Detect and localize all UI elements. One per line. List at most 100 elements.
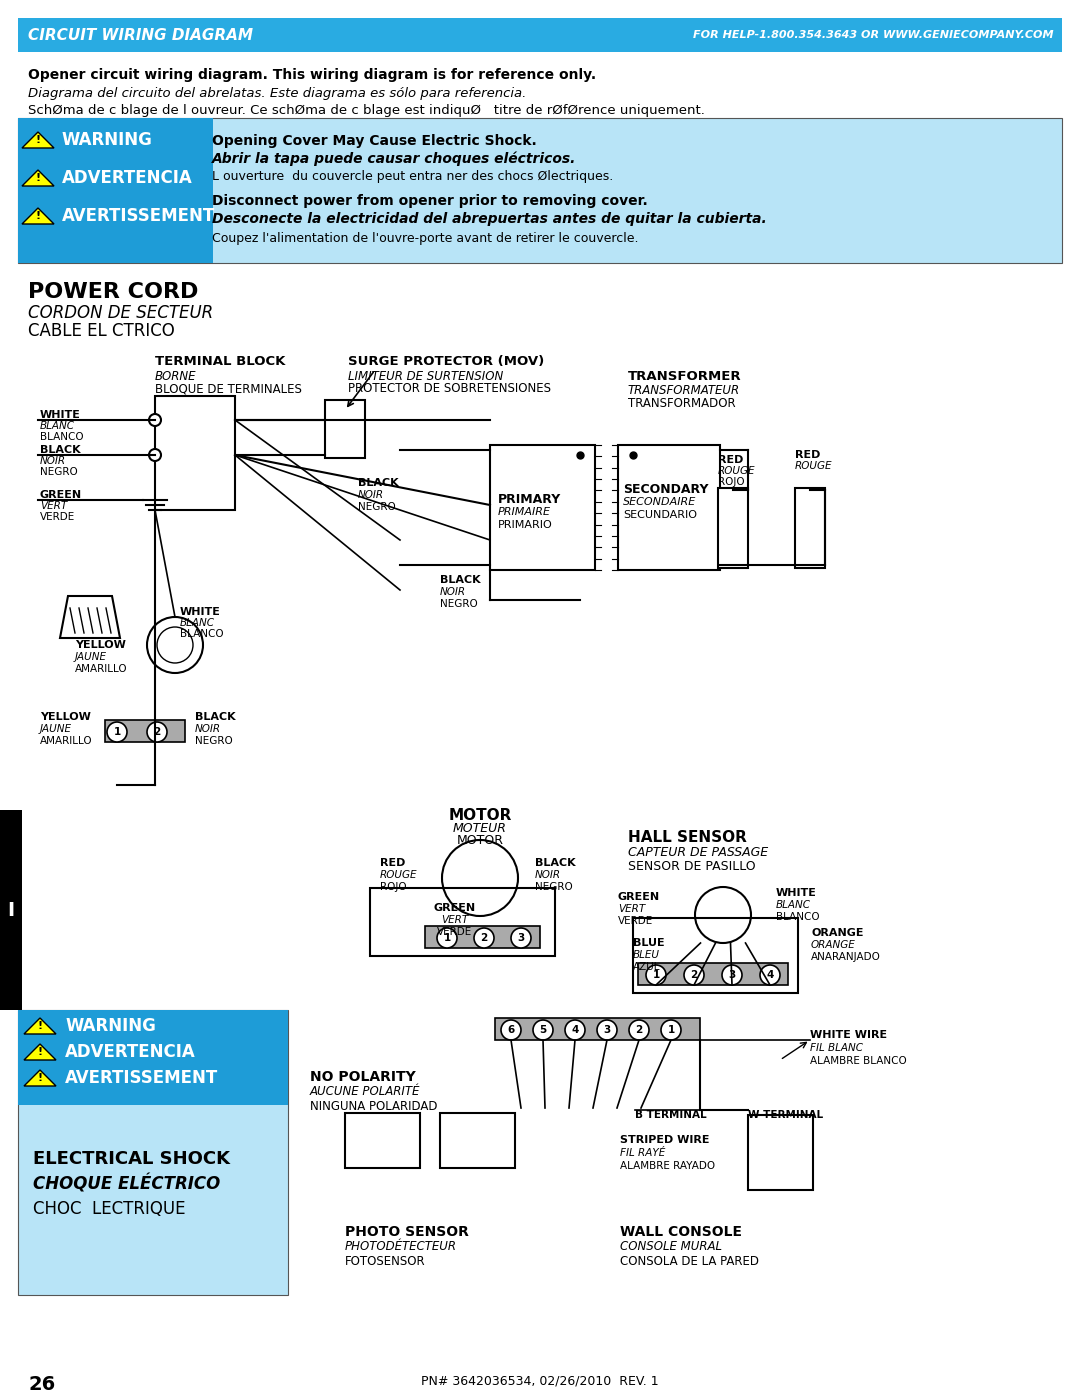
Text: AUCUNE POLARITÉ: AUCUNE POLARITÉ bbox=[310, 1085, 420, 1098]
Text: GREEN: GREEN bbox=[40, 490, 82, 500]
Text: BLACK: BLACK bbox=[440, 576, 481, 585]
Circle shape bbox=[723, 965, 742, 985]
Text: TRANSFORMATEUR: TRANSFORMATEUR bbox=[627, 384, 740, 397]
Text: NOIR: NOIR bbox=[535, 870, 562, 880]
Text: Diagrama del circuito del abrelatas. Este diagrama es sólo para referencia.: Diagrama del circuito del abrelatas. Est… bbox=[28, 87, 526, 101]
Text: BLACK: BLACK bbox=[535, 858, 576, 868]
Circle shape bbox=[661, 1020, 681, 1039]
Text: AVERTISSEMENT: AVERTISSEMENT bbox=[62, 207, 215, 225]
Text: WHITE: WHITE bbox=[180, 608, 221, 617]
Text: NOIR: NOIR bbox=[440, 587, 467, 597]
Bar bbox=[718, 488, 748, 569]
Text: 26: 26 bbox=[28, 1375, 55, 1394]
Text: WHITE: WHITE bbox=[40, 409, 81, 420]
Text: WARNING: WARNING bbox=[62, 131, 153, 149]
Text: GREEN: GREEN bbox=[618, 893, 660, 902]
Text: VERT: VERT bbox=[618, 904, 645, 914]
Text: MOTOR: MOTOR bbox=[448, 807, 512, 823]
Text: ALAMBRE RAYADO: ALAMBRE RAYADO bbox=[620, 1161, 715, 1171]
Text: CORDON DE SECTEUR: CORDON DE SECTEUR bbox=[28, 305, 213, 321]
Text: PROTECTOR DE SOBRETENSIONES: PROTECTOR DE SOBRETENSIONES bbox=[348, 381, 551, 395]
Text: !: ! bbox=[38, 1046, 42, 1058]
Circle shape bbox=[437, 928, 457, 949]
Text: 2: 2 bbox=[481, 933, 488, 943]
Text: BLANC: BLANC bbox=[777, 900, 811, 909]
Bar bbox=[490, 446, 595, 570]
Text: 2: 2 bbox=[153, 726, 161, 738]
Text: ANARANJADO: ANARANJADO bbox=[811, 951, 881, 963]
Text: !: ! bbox=[36, 136, 41, 145]
Bar bbox=[18, 1010, 288, 1295]
Text: NEGRO: NEGRO bbox=[40, 467, 78, 476]
Text: Desconecte la electricidad del abrepuertas antes de quitar la cubierta.: Desconecte la electricidad del abrepuert… bbox=[212, 212, 767, 226]
Text: BLEU: BLEU bbox=[633, 950, 660, 960]
Text: WHITE: WHITE bbox=[777, 888, 816, 898]
Text: PRIMARIO: PRIMARIO bbox=[498, 520, 553, 529]
Text: PRIMAIRE: PRIMAIRE bbox=[498, 507, 551, 517]
Bar bbox=[345, 1113, 420, 1168]
Text: ROUGE: ROUGE bbox=[380, 870, 418, 880]
Text: SECUNDARIO: SECUNDARIO bbox=[623, 510, 697, 520]
Text: NOIR: NOIR bbox=[195, 724, 221, 733]
Circle shape bbox=[684, 965, 704, 985]
Text: B TERMINAL: B TERMINAL bbox=[635, 1111, 706, 1120]
Bar bbox=[495, 1018, 700, 1039]
Text: VERDE: VERDE bbox=[40, 511, 76, 522]
Circle shape bbox=[534, 1020, 553, 1039]
Text: YELLOW: YELLOW bbox=[75, 640, 126, 650]
Text: Opener circuit wiring diagram. This wiring diagram is for reference only.: Opener circuit wiring diagram. This wiri… bbox=[28, 68, 596, 82]
Text: ROJO: ROJO bbox=[380, 882, 407, 893]
Text: CAPTEUR DE PASSAGE: CAPTEUR DE PASSAGE bbox=[627, 847, 768, 859]
Text: TERMINAL BLOCK: TERMINAL BLOCK bbox=[156, 355, 285, 367]
Text: NO POLARITY: NO POLARITY bbox=[310, 1070, 416, 1084]
Text: ROJO: ROJO bbox=[718, 476, 744, 488]
Text: ORANGE: ORANGE bbox=[811, 940, 855, 950]
Bar bbox=[105, 719, 185, 742]
Text: VERT: VERT bbox=[442, 915, 469, 925]
Text: CONSOLA DE LA PARED: CONSOLA DE LA PARED bbox=[620, 1255, 759, 1268]
Text: BLANCO: BLANCO bbox=[180, 629, 224, 638]
Bar bbox=[325, 400, 365, 458]
Polygon shape bbox=[24, 1070, 56, 1085]
Text: FIL BLANC: FIL BLANC bbox=[810, 1044, 863, 1053]
Text: MOTOR: MOTOR bbox=[457, 834, 503, 847]
Text: Opening Cover May Cause Electric Shock.: Opening Cover May Cause Electric Shock. bbox=[212, 134, 537, 148]
Text: AVERTISSEMENT: AVERTISSEMENT bbox=[65, 1069, 218, 1087]
Text: 3: 3 bbox=[728, 970, 735, 981]
Text: NEGRO: NEGRO bbox=[357, 502, 395, 511]
Circle shape bbox=[629, 1020, 649, 1039]
Text: ROUGE: ROUGE bbox=[718, 467, 756, 476]
Text: SECONDAIRE: SECONDAIRE bbox=[623, 497, 697, 507]
Text: BLANC: BLANC bbox=[180, 617, 215, 629]
Text: !: ! bbox=[36, 173, 41, 183]
Circle shape bbox=[157, 627, 193, 664]
Text: 1: 1 bbox=[444, 933, 450, 943]
Text: FIL RAYÉ: FIL RAYÉ bbox=[620, 1148, 665, 1158]
Text: BLACK: BLACK bbox=[195, 712, 235, 722]
Bar bbox=[426, 926, 540, 949]
Circle shape bbox=[107, 722, 127, 742]
Text: CHOQUE ELÉCTRICO: CHOQUE ELÉCTRICO bbox=[33, 1175, 220, 1194]
Text: !: ! bbox=[36, 211, 41, 221]
Circle shape bbox=[147, 617, 203, 673]
Circle shape bbox=[760, 965, 780, 985]
Text: BLANCO: BLANCO bbox=[777, 912, 820, 922]
Text: SECONDARY: SECONDARY bbox=[623, 483, 708, 496]
Text: 5: 5 bbox=[539, 1025, 546, 1035]
Bar bbox=[618, 446, 720, 570]
Text: Coupez l'alimentation de l'ouvre-porte avant de retirer le couvercle.: Coupez l'alimentation de l'ouvre-porte a… bbox=[212, 232, 638, 244]
Circle shape bbox=[646, 965, 666, 985]
Bar bbox=[370, 888, 555, 956]
Text: CHOC  LECTRIQUE: CHOC LECTRIQUE bbox=[33, 1200, 186, 1218]
Bar bbox=[156, 395, 235, 510]
Text: LIMITEUR DE SURTENSION: LIMITEUR DE SURTENSION bbox=[348, 370, 503, 383]
Text: 3: 3 bbox=[517, 933, 525, 943]
Text: MOTEUR: MOTEUR bbox=[454, 821, 507, 835]
Circle shape bbox=[442, 840, 518, 916]
Text: BLACK: BLACK bbox=[40, 446, 81, 455]
Text: ADVERTENCIA: ADVERTENCIA bbox=[65, 1044, 195, 1060]
Text: ELECTRICAL SHOCK: ELECTRICAL SHOCK bbox=[33, 1150, 230, 1168]
Bar bbox=[18, 117, 1062, 263]
Text: !: ! bbox=[38, 1073, 42, 1083]
Text: PHOTO SENSOR: PHOTO SENSOR bbox=[345, 1225, 469, 1239]
